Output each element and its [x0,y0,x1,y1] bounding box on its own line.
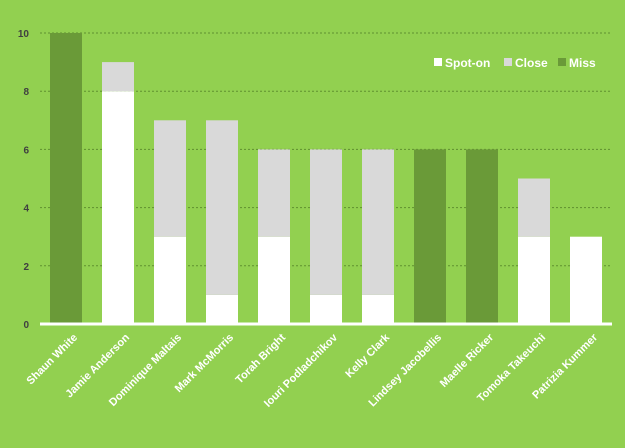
bars [50,33,602,324]
bar-segment-miss [50,33,82,324]
x-category-label: Maelle Ricker [438,331,497,390]
x-category-label: Shaun White [25,332,81,388]
bar-segment-close [310,149,342,295]
y-tick-label: 8 [23,87,29,98]
bar-segment-spot-on [258,236,290,324]
bar-segment-close [206,120,238,295]
bar-segment-close [154,120,186,237]
bar-segment-close [518,178,550,237]
y-tick-label: 10 [18,29,30,40]
bar-segment-spot-on [154,236,186,324]
x-category-label: Kelly Clark [343,331,392,380]
y-tick-label: 6 [23,145,29,156]
legend-swatch [434,58,442,66]
y-axis-ticks: 0 2 4 6 8 10 [18,29,30,331]
y-tick-label: 0 [23,320,29,331]
bar-segment-spot-on [518,236,550,324]
legend-swatch [504,58,512,66]
bar-segment-spot-on [362,294,394,324]
legend-swatch [558,58,566,66]
legend-label: Miss [569,56,596,70]
bar-segment-miss [414,149,446,324]
bar-segment-spot-on [570,236,602,324]
legend: Spot-on Close Miss [434,56,596,70]
bar-segment-spot-on [310,294,342,324]
bar-segment-miss [466,149,498,324]
bar-segment-spot-on [102,91,134,324]
bar-segment-spot-on [206,294,238,324]
x-category-label: Torah Bright [234,331,289,386]
bar-segment-close [258,149,290,237]
legend-label: Spot-on [445,56,490,70]
legend-label: Close [515,56,548,70]
y-tick-label: 2 [23,262,29,273]
bar-segment-close [362,149,394,295]
y-tick-label: 4 [23,204,29,215]
bar-segment-close [102,62,134,92]
